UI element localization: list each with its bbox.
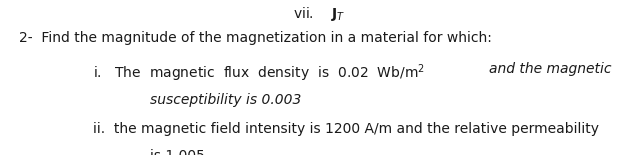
Text: 2-  Find the magnitude of the magnetization in a material for which:: 2- Find the magnitude of the magnetizati… — [19, 31, 492, 45]
Text: is 1.005: is 1.005 — [150, 149, 205, 155]
Text: and the magnetic: and the magnetic — [489, 62, 612, 76]
Text: susceptibility is 0.003: susceptibility is 0.003 — [150, 93, 302, 107]
Text: vii.  $\mathbf{J}_T$: vii. $\mathbf{J}_T$ — [293, 5, 346, 23]
Text: ii.  the magnetic field intensity is 1200 A/m and the relative permeability: ii. the magnetic field intensity is 1200… — [93, 122, 599, 136]
Text: i.   The  magnetic  flux  density  is  0.02  Wb/m$^2$: i. The magnetic flux density is 0.02 Wb/… — [93, 62, 431, 84]
